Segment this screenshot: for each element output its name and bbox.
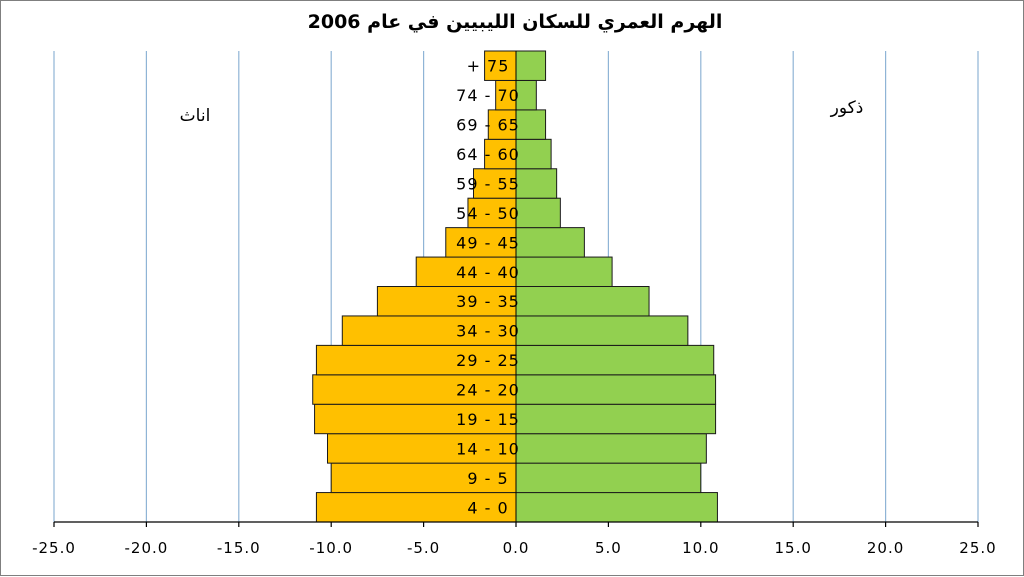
x-tick-label: -10.0 [309,539,353,557]
bar-female [315,344,517,376]
chart-title: الهرم العمري للسكان الليبيين في عام 2006 [308,11,723,34]
category-label: 39 - 35 [456,292,520,311]
series-label-female: اناث [180,106,211,126]
x-tick-label: -20.0 [124,539,168,557]
x-tick-label: -5.0 [407,539,440,557]
bar-female [314,403,517,435]
category-label: 19 - 15 [456,410,520,429]
bar-male [515,492,718,523]
bar-female [330,462,517,494]
bar-male [515,138,552,170]
category-label: 64 - 60 [456,145,520,164]
bar-male [515,197,561,229]
series-label-male: ذكور [830,98,864,118]
bar-male [515,286,650,317]
category-label: 14 - 10 [456,439,520,458]
category-label: 44 - 40 [456,263,520,282]
bar-female [445,227,517,258]
x-tick-label: 25.0 [959,539,996,557]
bar-female [415,256,517,287]
x-tick-label: 10.0 [682,539,719,557]
category-label: 69 - 65 [456,116,520,135]
bar-female [312,374,517,405]
bar-male [515,109,547,140]
bar-female [467,197,517,229]
category-labels: 4 - 0 9 - 5 14 - 10 19 - 15 24 - 20 29 - 25 34… [456,57,520,518]
category-label: 29 - 25 [456,351,520,370]
x-axis: -25.0 -20.0 -15.0 -10.0 -5.0 0.0 5.0 10.0 15.0 20… [32,51,996,557]
bar-male [515,256,613,287]
category-label: + 75 [467,57,510,76]
bar-male [515,315,689,346]
bar-male [515,50,547,81]
bar-male [515,403,717,435]
x-tick-label: 20.0 [867,539,904,557]
category-label: 74 - 70 [456,86,520,105]
bar-female [376,286,517,317]
bar-female [341,315,517,346]
category-label: 59 - 55 [456,174,520,193]
x-tick-label: 5.0 [595,539,622,557]
bar-male [515,227,585,258]
category-label: 9 - 5 [467,469,508,488]
category-label: 54 - 50 [456,204,520,223]
bar-male [515,374,717,405]
bar-male [515,344,715,376]
bar-female [327,433,517,464]
x-tick-label: 0.0 [503,539,530,557]
category-label: 34 - 30 [456,322,520,341]
x-tick-label: -25.0 [32,539,76,557]
category-label: 4 - 0 [467,498,508,517]
bars-group [312,50,718,523]
x-tick-label: -15.0 [217,539,261,557]
category-label: 49 - 45 [456,233,520,252]
x-tick-label: 15.0 [774,539,811,557]
bar-male [515,433,707,464]
category-label: 24 - 20 [456,381,520,400]
bar-male [515,462,702,494]
bar-male [515,168,558,199]
